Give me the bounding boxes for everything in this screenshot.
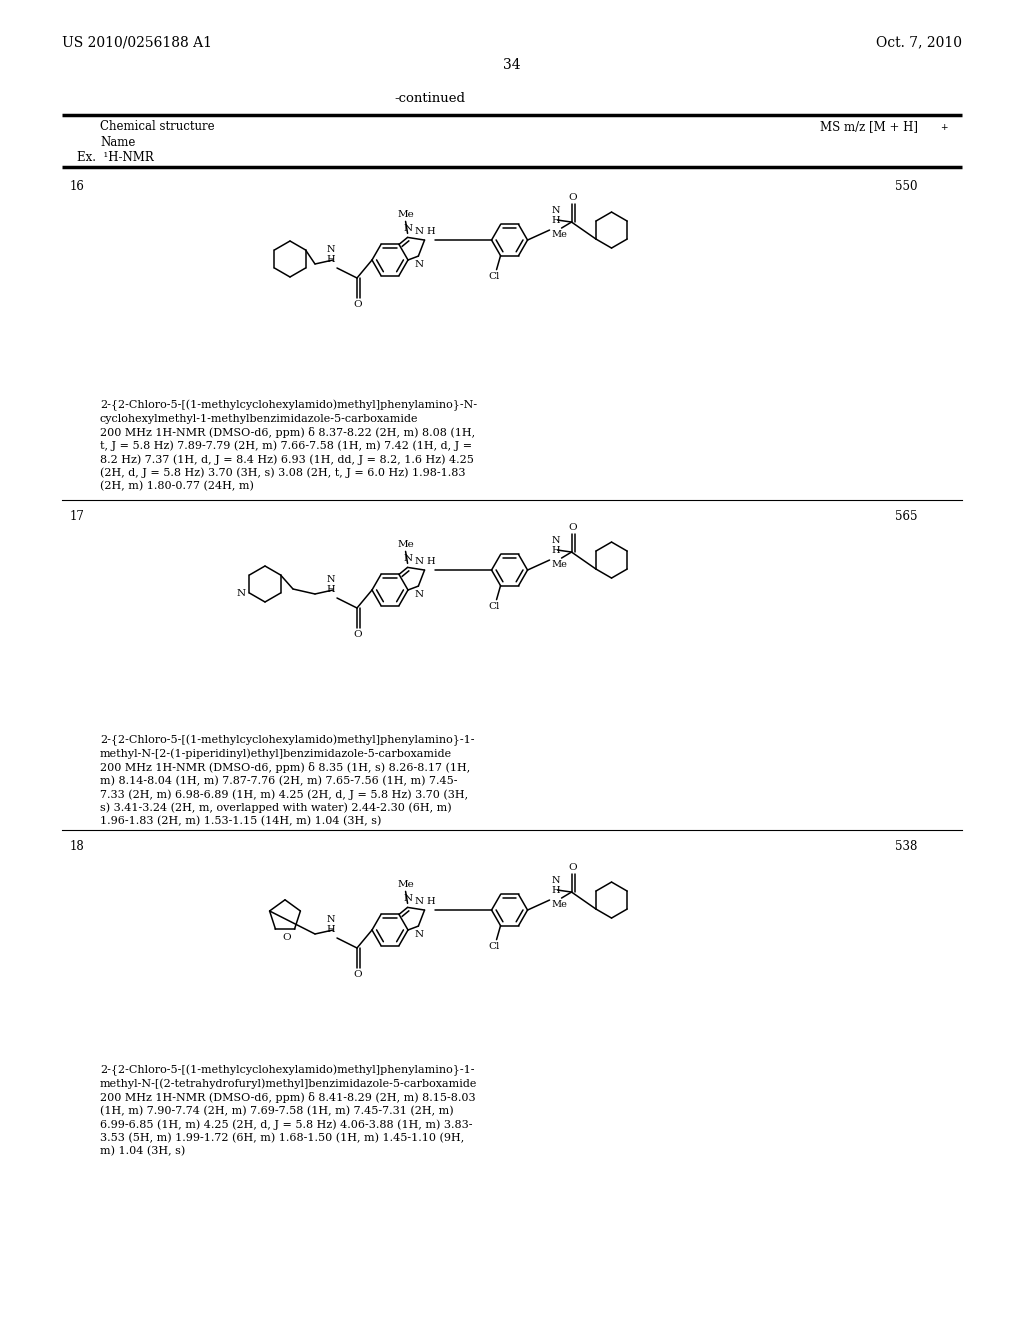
Text: (2H, d, J = 5.8 Hz) 3.70 (3H, s) 3.08 (2H, t, J = 6.0 Hz) 1.98-1.83: (2H, d, J = 5.8 Hz) 3.70 (3H, s) 3.08 (2…	[100, 467, 466, 478]
Text: Me: Me	[552, 900, 567, 909]
Text: Cl: Cl	[488, 272, 501, 281]
Text: 565: 565	[895, 510, 918, 523]
Text: O: O	[568, 193, 577, 202]
Text: Me: Me	[397, 210, 414, 219]
Text: Cl: Cl	[488, 602, 501, 611]
Text: 8.2 Hz) 7.37 (1H, d, J = 8.4 Hz) 6.93 (1H, dd, J = 8.2, 1.6 Hz) 4.25: 8.2 Hz) 7.37 (1H, d, J = 8.4 Hz) 6.93 (1…	[100, 454, 474, 465]
Text: 200 MHz 1H-NMR (DMSO-d6, ppm) δ 8.37-8.22 (2H, m) 8.08 (1H,: 200 MHz 1H-NMR (DMSO-d6, ppm) δ 8.37-8.2…	[100, 426, 475, 438]
Text: +: +	[940, 123, 947, 132]
Text: Ex.  ¹H-NMR: Ex. ¹H-NMR	[77, 150, 154, 164]
Text: 6.99-6.85 (1H, m) 4.25 (2H, d, J = 5.8 Hz) 4.06-3.88 (1H, m) 3.83-: 6.99-6.85 (1H, m) 4.25 (2H, d, J = 5.8 H…	[100, 1119, 472, 1130]
Text: N: N	[237, 589, 246, 598]
Text: N
H: N H	[552, 875, 560, 895]
Text: US 2010/0256188 A1: US 2010/0256188 A1	[62, 36, 212, 49]
Text: 3.53 (5H, m) 1.99-1.72 (6H, m) 1.68-1.50 (1H, m) 1.45-1.10 (9H,: 3.53 (5H, m) 1.99-1.72 (6H, m) 1.68-1.50…	[100, 1133, 464, 1143]
Text: Me: Me	[397, 540, 414, 549]
Text: N: N	[415, 898, 424, 906]
Text: Me: Me	[552, 230, 567, 239]
Text: Chemical structure: Chemical structure	[100, 120, 215, 133]
Text: 2-{2-Chloro-5-[(1-methylcyclohexylamido)methyl]phenylamino}-1-: 2-{2-Chloro-5-[(1-methylcyclohexylamido)…	[100, 735, 474, 746]
Text: 2-{2-Chloro-5-[(1-methylcyclohexylamido)methyl]phenylamino}-1-: 2-{2-Chloro-5-[(1-methylcyclohexylamido)…	[100, 1065, 474, 1076]
Text: N
H: N H	[552, 206, 560, 224]
Text: N: N	[404, 554, 413, 564]
Text: 550: 550	[895, 180, 918, 193]
Text: H: H	[427, 898, 435, 906]
Text: (1H, m) 7.90-7.74 (2H, m) 7.69-7.58 (1H, m) 7.45-7.31 (2H, m): (1H, m) 7.90-7.74 (2H, m) 7.69-7.58 (1H,…	[100, 1106, 454, 1115]
Text: H: H	[427, 557, 435, 566]
Text: N
H: N H	[327, 574, 335, 594]
Text: 34: 34	[503, 58, 521, 73]
Text: N: N	[404, 224, 413, 234]
Text: s) 3.41-3.24 (2H, m, overlapped with water) 2.44-2.30 (6H, m): s) 3.41-3.24 (2H, m, overlapped with wat…	[100, 803, 452, 813]
Text: O: O	[353, 630, 362, 639]
Text: O: O	[353, 300, 362, 309]
Text: 1.96-1.83 (2H, m) 1.53-1.15 (14H, m) 1.04 (3H, s): 1.96-1.83 (2H, m) 1.53-1.15 (14H, m) 1.0…	[100, 816, 381, 826]
Text: Cl: Cl	[488, 941, 501, 950]
Text: cyclohexylmethyl-1-methylbenzimidazole-5-carboxamide: cyclohexylmethyl-1-methylbenzimidazole-5…	[100, 413, 419, 424]
Text: 18: 18	[70, 840, 85, 853]
Text: m) 1.04 (3H, s): m) 1.04 (3H, s)	[100, 1146, 185, 1156]
Text: 16: 16	[70, 180, 85, 193]
Text: N: N	[415, 557, 424, 566]
Text: 538: 538	[895, 840, 918, 853]
Text: N: N	[415, 260, 424, 269]
Text: Oct. 7, 2010: Oct. 7, 2010	[876, 36, 962, 49]
Text: Me: Me	[397, 880, 414, 890]
Text: 17: 17	[70, 510, 85, 523]
Text: N: N	[404, 895, 413, 903]
Text: (2H, m) 1.80-0.77 (24H, m): (2H, m) 1.80-0.77 (24H, m)	[100, 480, 254, 491]
Text: -continued: -continued	[394, 92, 466, 106]
Text: 200 MHz 1H-NMR (DMSO-d6, ppm) δ 8.41-8.29 (2H, m) 8.15-8.03: 200 MHz 1H-NMR (DMSO-d6, ppm) δ 8.41-8.2…	[100, 1092, 475, 1104]
Text: methyl-N-[2-(1-piperidinyl)ethyl]benzimidazole-5-carboxamide: methyl-N-[2-(1-piperidinyl)ethyl]benzimi…	[100, 748, 453, 759]
Text: N: N	[415, 931, 424, 939]
Text: O: O	[282, 933, 291, 942]
Text: methyl-N-[(2-tetrahydrofuryl)methyl]benzimidazole-5-carboxamide: methyl-N-[(2-tetrahydrofuryl)methyl]benz…	[100, 1078, 477, 1089]
Text: N
H: N H	[327, 244, 335, 264]
Text: H: H	[427, 227, 435, 236]
Text: t, J = 5.8 Hz) 7.89-7.79 (2H, m) 7.66-7.58 (1H, m) 7.42 (1H, d, J =: t, J = 5.8 Hz) 7.89-7.79 (2H, m) 7.66-7.…	[100, 441, 472, 451]
Text: Me: Me	[552, 560, 567, 569]
Text: MS m/z [M + H]: MS m/z [M + H]	[820, 120, 918, 133]
Text: 2-{2-Chloro-5-[(1-methylcyclohexylamido)methyl]phenylamino}-N-: 2-{2-Chloro-5-[(1-methylcyclohexylamido)…	[100, 400, 477, 412]
Text: m) 8.14-8.04 (1H, m) 7.87-7.76 (2H, m) 7.65-7.56 (1H, m) 7.45-: m) 8.14-8.04 (1H, m) 7.87-7.76 (2H, m) 7…	[100, 776, 458, 785]
Text: O: O	[353, 970, 362, 979]
Text: Name: Name	[100, 136, 135, 149]
Text: N: N	[415, 590, 424, 599]
Text: O: O	[568, 863, 577, 873]
Text: N
H: N H	[552, 536, 560, 554]
Text: N
H: N H	[327, 915, 335, 935]
Text: 7.33 (2H, m) 6.98-6.89 (1H, m) 4.25 (2H, d, J = 5.8 Hz) 3.70 (3H,: 7.33 (2H, m) 6.98-6.89 (1H, m) 4.25 (2H,…	[100, 789, 468, 800]
Text: N: N	[415, 227, 424, 236]
Text: O: O	[568, 523, 577, 532]
Text: 200 MHz 1H-NMR (DMSO-d6, ppm) δ 8.35 (1H, s) 8.26-8.17 (1H,: 200 MHz 1H-NMR (DMSO-d6, ppm) δ 8.35 (1H…	[100, 762, 470, 774]
